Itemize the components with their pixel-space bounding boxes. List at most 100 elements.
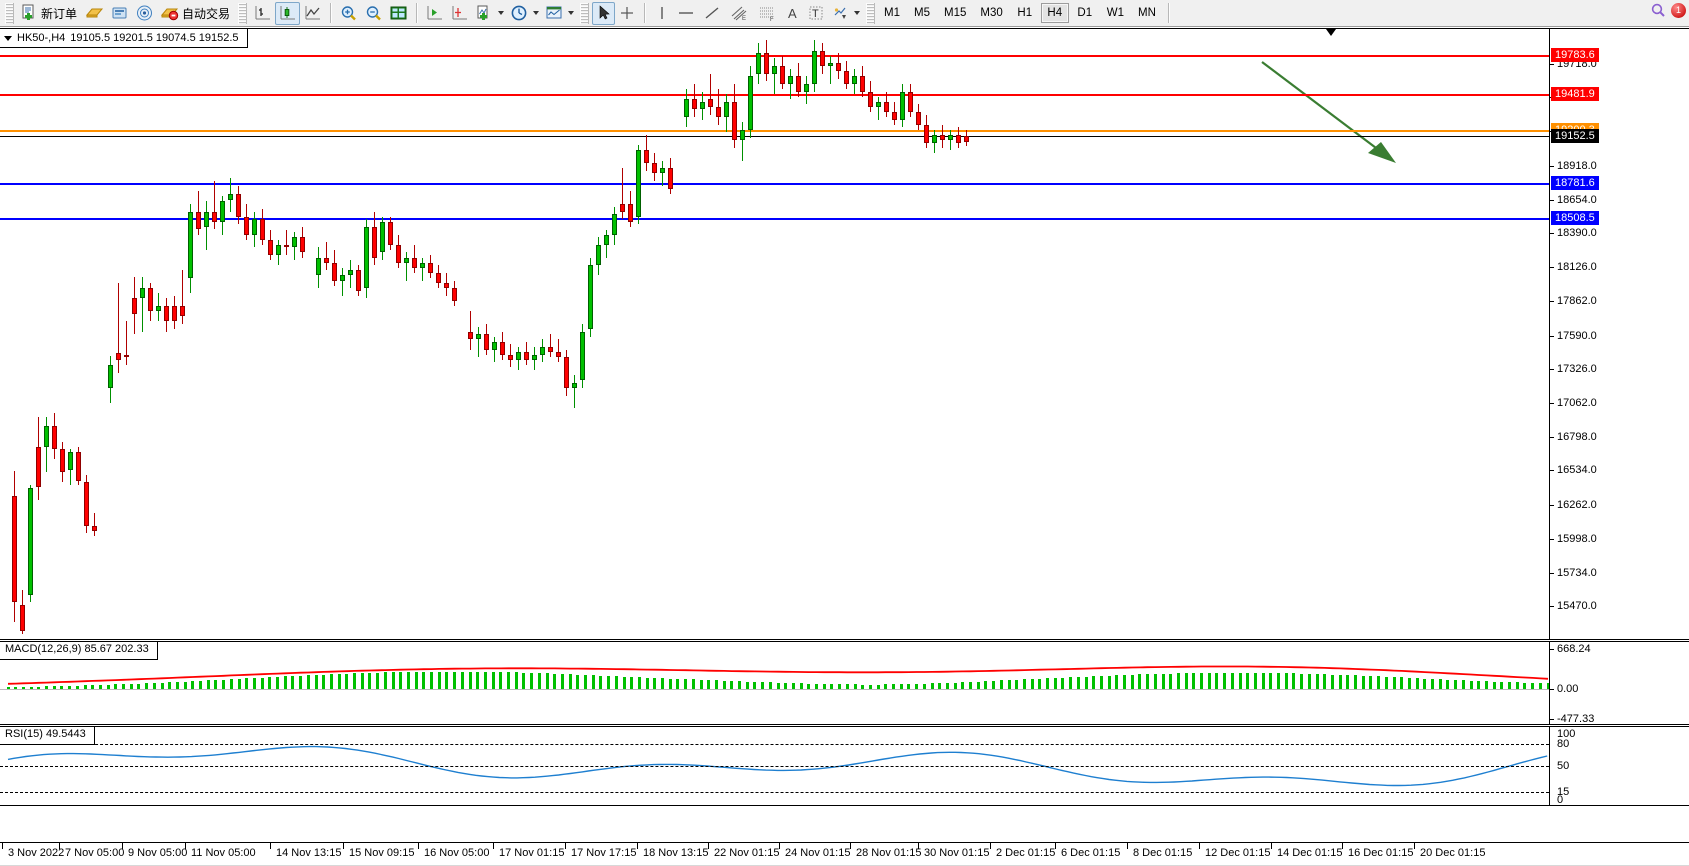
macd-histogram-bar	[322, 674, 326, 690]
timeframe-d1[interactable]: D1	[1077, 7, 1093, 19]
level-line-resistance[interactable]	[0, 55, 1549, 58]
candle-body	[619, 203, 625, 212]
macd-zero-line	[0, 689, 1549, 691]
horizontal-line-button[interactable]	[673, 2, 699, 25]
macd-histogram-bar	[245, 678, 249, 690]
candle-wick	[117, 283, 119, 373]
period-button[interactable]	[507, 2, 542, 25]
objects-button[interactable]	[828, 2, 863, 25]
text-button[interactable]: A	[781, 2, 804, 25]
trend-line-button[interactable]	[699, 2, 725, 25]
toolbar-grip-4[interactable]	[866, 2, 876, 24]
level-line-resistance[interactable]	[0, 93, 1549, 96]
bar-chart-button[interactable]	[250, 2, 275, 25]
timeframe-m15[interactable]: M15	[944, 7, 967, 19]
macd-plot[interactable]	[0, 642, 1549, 724]
candle-body	[603, 234, 609, 245]
templates-button[interactable]	[542, 2, 577, 25]
rsi-pane[interactable]: 100 80 50 15 0 RSI(15) 49.5443	[0, 726, 1689, 806]
price-pane[interactable]: 19718.019454.019190.018918.018654.018390…	[0, 28, 1689, 640]
chart-container[interactable]: 19718.019454.019190.018918.018654.018390…	[0, 27, 1689, 866]
toolbar-grip-3[interactable]	[580, 2, 590, 24]
price-badge-support: 18508.5	[1551, 211, 1599, 226]
timeframe-h4[interactable]: H4	[1040, 3, 1069, 23]
vertical-line-button[interactable]	[650, 2, 673, 25]
zoom-in-button[interactable]	[336, 2, 361, 25]
candle-body	[795, 76, 801, 92]
candle	[187, 29, 193, 639]
level-line-pivot[interactable]	[0, 129, 1549, 132]
candle-body	[451, 288, 457, 302]
crosshair-button[interactable]	[615, 2, 639, 25]
time-tick-label: 30 Nov 01:15	[924, 847, 990, 859]
cursor-button[interactable]	[592, 1, 616, 25]
price-tick-label: 17862.0	[1557, 294, 1597, 307]
candle-wick	[213, 180, 215, 230]
objects-dropdown-caret[interactable]	[854, 11, 861, 15]
period-dropdown-caret[interactable]	[533, 11, 540, 15]
toolbar-grip-2[interactable]	[238, 2, 248, 24]
zoom-out-button[interactable]	[361, 2, 386, 25]
macd-histogram-bar	[1169, 673, 1173, 690]
candlestick-chart-button[interactable]	[275, 1, 301, 25]
templates-dropdown-caret[interactable]	[568, 11, 575, 15]
profile-button[interactable]	[82, 2, 107, 25]
macd-histogram-bar	[861, 684, 865, 690]
auto-trading-button[interactable]: 自动交易	[157, 2, 235, 25]
price-scale[interactable]: 19718.019454.019190.018918.018654.018390…	[1549, 29, 1689, 639]
timeframe-m5[interactable]: M5	[914, 7, 931, 19]
macd-histogram-bar	[137, 683, 141, 690]
time-tick-label: 17 Nov 01:15	[499, 847, 565, 859]
rsi-plot[interactable]	[0, 727, 1549, 805]
terminal-button[interactable]	[107, 2, 132, 25]
candle	[347, 29, 353, 639]
line-chart-button[interactable]	[300, 2, 325, 25]
candle-body	[491, 341, 497, 350]
search-icon[interactable]	[1650, 2, 1666, 18]
chart-menu-arrow-icon[interactable]	[4, 35, 12, 41]
indicators-button[interactable]	[472, 2, 507, 25]
timeframe-m1[interactable]: M1	[884, 7, 901, 19]
level-line-support[interactable]	[0, 218, 1549, 221]
candle-body	[91, 525, 97, 531]
macd-histogram-bar	[237, 678, 241, 690]
fibo-button[interactable]: F	[753, 2, 781, 25]
macd-histogram-bar	[707, 680, 711, 690]
chart-shift-button[interactable]	[422, 2, 447, 25]
level-line-last-price[interactable]	[0, 135, 1549, 137]
macd-histogram-bar	[969, 681, 972, 690]
macd-histogram-bar	[845, 684, 849, 690]
macd-histogram-bar	[422, 671, 426, 690]
templates-icon	[546, 6, 562, 19]
candle-body	[827, 63, 833, 66]
timeframe-h1[interactable]: H1	[1017, 7, 1033, 19]
candle	[123, 29, 129, 639]
notification-badge[interactable]: 1	[1671, 2, 1686, 18]
level-line-support[interactable]	[0, 183, 1549, 186]
indicators-dropdown-caret[interactable]	[498, 11, 505, 15]
price-tick	[1550, 300, 1554, 302]
signals-button[interactable]	[132, 2, 157, 25]
timeframe-m30[interactable]: M30	[980, 7, 1003, 19]
candle-body	[587, 265, 593, 330]
macd-pane[interactable]: 668.24 0.00 -477.33 MACD(12,26,9) 85.67 20…	[0, 641, 1689, 725]
time-tick	[1199, 843, 1200, 849]
price-plot[interactable]	[0, 29, 1549, 639]
macd-tick-label: 668.24	[1557, 643, 1591, 655]
candle	[603, 29, 609, 639]
toolbar-grip[interactable]	[5, 2, 14, 24]
macd-histogram-bar	[507, 672, 510, 690]
price-tick-label: 15734.0	[1557, 566, 1597, 579]
equidistant-channel-button[interactable]: E	[725, 2, 753, 25]
time-axis[interactable]: 3 Nov 2022 7 Nov 05:00 9 Nov 05:00 11 Nov 0…	[0, 842, 1689, 866]
macd-scale: 668.24 0.00 -477.33	[1549, 642, 1689, 724]
candle	[723, 29, 729, 639]
text-label-button[interactable]: T	[804, 2, 828, 25]
new-order-button[interactable]: 新订单	[17, 2, 82, 25]
data-window-button[interactable]	[386, 2, 411, 25]
auto-scroll-button[interactable]	[447, 2, 472, 25]
timeframe-mn[interactable]: MN	[1138, 7, 1156, 19]
macd-histogram-bar	[1130, 674, 1134, 690]
symbol-info-bar[interactable]: HK50-,H4 19105.5 19201.5 19074.5 19152.5	[0, 29, 248, 48]
timeframe-w1[interactable]: W1	[1106, 7, 1125, 19]
